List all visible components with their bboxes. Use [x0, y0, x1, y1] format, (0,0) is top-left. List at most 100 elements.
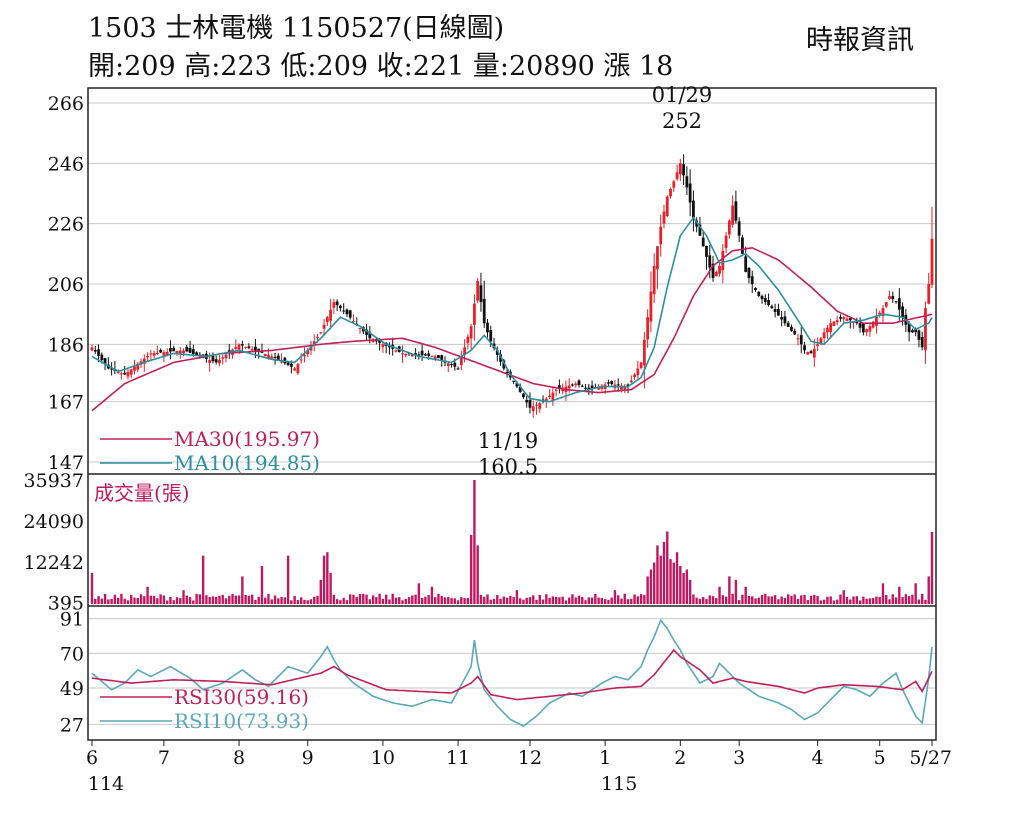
- volume-bar: [316, 595, 319, 604]
- candle-body: [698, 224, 702, 236]
- candle-body: [446, 363, 450, 367]
- candle-body: [237, 344, 241, 350]
- source-label: 時報資訊: [806, 25, 914, 56]
- volume-bar: [610, 597, 613, 604]
- candle-body: [286, 362, 290, 366]
- volume-bar: [783, 597, 787, 604]
- volume-bar: [257, 596, 260, 604]
- volume-bar: [313, 596, 316, 604]
- candle-body: [299, 359, 303, 361]
- volume-bar: [414, 594, 417, 604]
- candle-body: [907, 322, 911, 333]
- volume-bar: [411, 595, 414, 604]
- volume-bar: [551, 596, 555, 604]
- volume-bar: [773, 595, 777, 604]
- candle-body: [727, 220, 731, 235]
- volume-bar: [898, 586, 901, 604]
- volume-bar: [496, 595, 499, 604]
- volume-bar: [237, 595, 241, 604]
- volume-bar: [277, 598, 280, 604]
- volume-bar: [143, 596, 146, 604]
- volume-bar: [790, 595, 793, 604]
- candle-body: [224, 354, 228, 358]
- volume-bar: [260, 566, 264, 604]
- candle-body: [433, 356, 437, 360]
- volume-bar: [623, 593, 626, 604]
- volume-bar: [172, 600, 175, 604]
- rsi-tick-label: 70: [60, 643, 84, 665]
- volume-bar: [456, 600, 460, 604]
- volume-bar: [865, 598, 868, 604]
- candle-body: [642, 339, 646, 366]
- chart-frame: [87, 87, 937, 741]
- candle-body: [714, 271, 718, 277]
- volume-bar: [767, 596, 770, 604]
- volume-bar: [813, 594, 816, 604]
- candle-body: [345, 309, 349, 315]
- volume-bar: [270, 599, 273, 604]
- volume-bar: [286, 555, 290, 604]
- candle-body: [129, 369, 133, 375]
- volume-bar: [518, 598, 522, 604]
- candle-body: [577, 380, 581, 386]
- volume-bar: [162, 595, 166, 604]
- volume-bar: [254, 599, 257, 604]
- volume-bar: [179, 598, 182, 604]
- candle-body: [656, 246, 659, 270]
- candle-body: [342, 310, 346, 312]
- candle-body: [705, 245, 708, 257]
- volume-bar: [679, 566, 682, 604]
- candle-body: [848, 318, 852, 321]
- volume-bar: [646, 576, 649, 604]
- volume-bar: [512, 597, 515, 604]
- volume-bar: [182, 590, 185, 604]
- candle-body: [378, 340, 382, 343]
- candle-body: [185, 346, 189, 352]
- volume-bar: [532, 595, 535, 604]
- volume-bar: [819, 600, 823, 604]
- candle-body: [584, 387, 587, 389]
- candle-body: [312, 341, 316, 345]
- x-tick-label: 10: [371, 747, 395, 769]
- candle-body: [103, 358, 107, 365]
- volume-bar: [829, 596, 832, 604]
- volume-bar: [904, 594, 908, 604]
- candle-body: [502, 360, 506, 369]
- candle-body: [773, 308, 777, 312]
- volume-bar: [577, 595, 581, 604]
- candle-body: [920, 337, 924, 348]
- candle-body: [711, 263, 715, 278]
- volume-bar: [433, 597, 437, 604]
- volume-bar: [528, 597, 532, 604]
- volume-bar: [845, 596, 849, 604]
- candle-body: [191, 349, 195, 354]
- volume-bar: [453, 598, 457, 604]
- volume-bar: [695, 597, 698, 604]
- candle-body: [580, 385, 584, 387]
- rsi30-line: [91, 648, 933, 701]
- volume-title: 成交量(張): [94, 481, 190, 505]
- volume-bar: [205, 595, 208, 604]
- volume-bar: [90, 572, 94, 604]
- volume-bar: [427, 595, 430, 604]
- ma30-legend-label: MA30(195.97): [174, 427, 320, 451]
- volume-tick-label: 12242: [24, 552, 84, 574]
- candle-body: [456, 368, 460, 370]
- volume-bar: [146, 586, 149, 604]
- candle-body: [897, 298, 901, 310]
- candle-body: [744, 256, 748, 272]
- volume-bar: [349, 594, 352, 604]
- candle-body: [319, 332, 323, 334]
- candle-body: [806, 351, 810, 355]
- volume-bar: [133, 597, 136, 604]
- volume-bar: [728, 576, 731, 604]
- candle-body: [835, 320, 839, 323]
- candle-body: [417, 354, 421, 356]
- candle-body: [221, 357, 225, 359]
- candle-body: [557, 385, 561, 389]
- candle-body: [518, 386, 522, 392]
- candle-body: [901, 306, 904, 318]
- candle-body: [822, 332, 826, 339]
- candle-body: [763, 297, 767, 303]
- candle-body: [322, 324, 326, 329]
